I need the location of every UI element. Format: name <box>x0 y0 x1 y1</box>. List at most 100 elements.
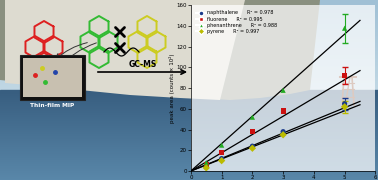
Bar <box>0 147 378 148</box>
Bar <box>0 35 378 36</box>
Bar <box>0 122 378 123</box>
Bar <box>0 54 378 55</box>
Bar <box>0 97 378 98</box>
Bar <box>0 61 378 62</box>
Bar <box>0 29 378 30</box>
Bar <box>0 118 378 119</box>
Bar <box>0 27 378 28</box>
Bar <box>0 132 378 133</box>
Bar <box>0 36 378 37</box>
Bar <box>0 101 378 102</box>
Bar <box>0 63 378 64</box>
Point <box>342 74 348 77</box>
Bar <box>0 95 378 96</box>
Bar <box>0 136 378 137</box>
Bar <box>0 92 378 93</box>
Bar <box>0 47 378 48</box>
Bar <box>0 42 378 43</box>
Point <box>280 109 286 112</box>
Bar <box>0 82 378 83</box>
Bar <box>0 23 378 24</box>
Bar <box>0 172 378 173</box>
Bar <box>0 146 378 147</box>
Bar <box>0 105 378 106</box>
Bar <box>0 108 378 109</box>
Bar <box>0 154 378 155</box>
Bar <box>0 98 378 99</box>
Point <box>203 166 209 169</box>
Bar <box>0 50 378 51</box>
Bar <box>0 97 378 98</box>
Bar <box>0 33 378 34</box>
Bar <box>0 88 378 89</box>
Bar <box>0 24 378 25</box>
Text: Thin-film MIP: Thin-film MIP <box>30 103 74 108</box>
Bar <box>0 41 378 42</box>
Bar <box>0 173 378 174</box>
Bar <box>0 148 378 149</box>
Bar <box>0 17 378 18</box>
Bar <box>0 73 378 74</box>
Point <box>203 163 209 166</box>
Point <box>280 130 286 133</box>
Bar <box>0 62 378 63</box>
Bar <box>0 127 378 128</box>
Bar <box>0 69 378 70</box>
Point <box>218 157 225 160</box>
Bar <box>0 38 378 39</box>
Point <box>249 130 256 133</box>
Bar <box>0 15 378 16</box>
Bar <box>0 155 378 156</box>
Bar <box>0 19 378 20</box>
Bar <box>0 31 378 32</box>
Bar <box>0 152 378 153</box>
Bar <box>0 59 378 60</box>
Bar <box>0 169 378 170</box>
Bar <box>0 115 378 116</box>
Bar <box>0 30 378 31</box>
Bar <box>0 170 378 171</box>
Bar <box>0 126 378 127</box>
Bar <box>0 151 378 152</box>
Bar <box>0 85 378 86</box>
Bar <box>0 129 378 130</box>
Bar <box>0 108 378 109</box>
Bar <box>0 123 378 124</box>
Bar <box>0 140 378 141</box>
Bar <box>0 96 378 97</box>
Point <box>218 144 225 147</box>
Bar <box>0 52 378 53</box>
Bar <box>0 74 378 75</box>
Bar <box>0 92 378 93</box>
Bar <box>0 106 378 107</box>
Bar <box>0 102 378 103</box>
Bar <box>0 89 378 90</box>
Bar <box>0 99 378 100</box>
Bar <box>23 58 82 97</box>
Bar <box>0 14 378 15</box>
Bar <box>0 178 378 179</box>
Bar <box>0 114 378 115</box>
Bar <box>0 94 378 95</box>
Bar <box>0 81 378 82</box>
Bar <box>0 45 378 46</box>
Bar <box>0 139 378 140</box>
Point <box>203 165 209 168</box>
Bar <box>0 98 378 99</box>
Bar <box>0 149 378 150</box>
Bar <box>0 179 378 180</box>
Bar <box>0 167 378 168</box>
Bar <box>0 161 378 162</box>
Bar <box>0 120 378 121</box>
Bar <box>0 134 378 135</box>
Bar <box>0 119 378 120</box>
Bar <box>0 66 378 67</box>
Bar <box>0 87 378 88</box>
Bar <box>0 46 378 47</box>
Bar <box>0 112 378 113</box>
Y-axis label: peak area (counts × 10²): peak area (counts × 10²) <box>169 53 175 123</box>
Bar <box>0 157 378 158</box>
Bar <box>0 103 378 104</box>
Bar <box>0 53 378 54</box>
Bar <box>0 70 378 71</box>
